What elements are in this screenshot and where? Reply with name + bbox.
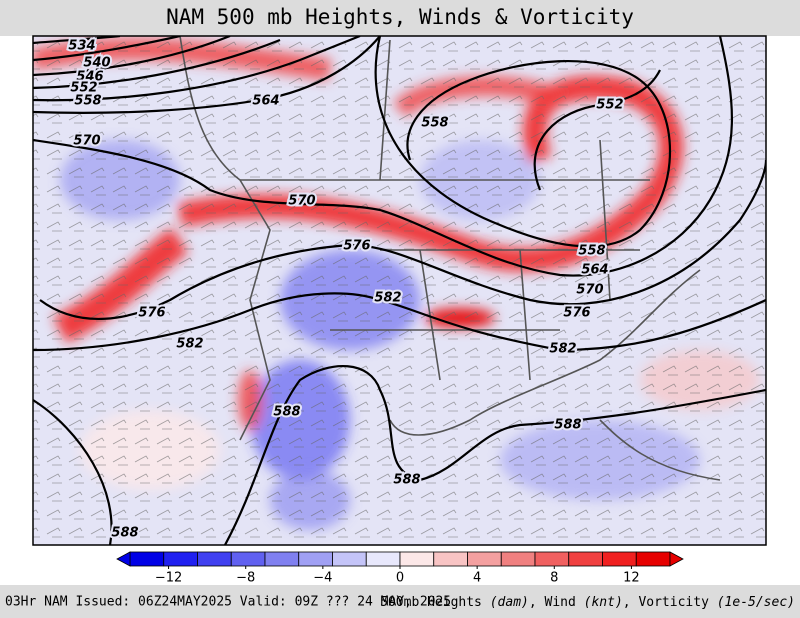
contour-label: 582 bbox=[549, 342, 576, 357]
contour-label: 588 bbox=[273, 405, 300, 420]
contour-label: 570 bbox=[576, 283, 603, 298]
title: NAM 500 mb Heights, Winds & Vorticity bbox=[166, 5, 634, 29]
colorbar-segment bbox=[365, 551, 401, 567]
colorbar-segment bbox=[467, 551, 502, 567]
colorbar-tick-label: −4 bbox=[313, 571, 332, 586]
colorbar-end bbox=[116, 551, 131, 567]
footer-bar bbox=[0, 585, 800, 618]
footer-right-part: , Vorticity bbox=[623, 595, 717, 610]
footer-right-part: 500mb Heights bbox=[380, 595, 490, 610]
colorbar-tick-label: −12 bbox=[155, 571, 182, 586]
contour-label: 588 bbox=[554, 418, 581, 433]
footer-right-part: (1e-5/sec) bbox=[717, 595, 795, 610]
borders bbox=[179, 36, 721, 481]
contour-label: 570 bbox=[288, 194, 315, 209]
colorbar-segment bbox=[635, 551, 671, 567]
footer-right: 500mb Heights (dam), Wind (knt), Vortici… bbox=[380, 595, 795, 610]
contour-label: 552 bbox=[596, 98, 623, 113]
contour-label: 558 bbox=[74, 94, 101, 109]
colorbar-tick-label: −8 bbox=[236, 571, 255, 586]
colorbar-segment bbox=[197, 551, 232, 567]
contour-label: 558 bbox=[421, 116, 448, 131]
contour-label: 576 bbox=[343, 239, 370, 254]
contour-label: 552 bbox=[70, 81, 97, 96]
height-contours bbox=[33, 36, 766, 545]
contour-label: 570 bbox=[73, 134, 100, 149]
contour-label: 582 bbox=[176, 337, 203, 352]
contour-label: 564 bbox=[252, 94, 279, 109]
contour-label: 534 bbox=[68, 39, 95, 54]
colorbar-segment bbox=[163, 551, 198, 567]
colorbar-segment bbox=[433, 551, 468, 567]
footer-right-part: , Wind bbox=[529, 595, 584, 610]
contour-label: 582 bbox=[374, 291, 401, 306]
contour-label: 576 bbox=[138, 306, 165, 321]
colorbar-segment bbox=[399, 551, 435, 567]
contour-label: 564 bbox=[581, 263, 608, 278]
colorbar-segment bbox=[230, 551, 266, 567]
colorbar-tick-label: 8 bbox=[550, 571, 558, 586]
contour-label: 576 bbox=[563, 306, 590, 321]
colorbar-tick-label: 0 bbox=[396, 571, 404, 586]
footer-right-part: (knt) bbox=[584, 595, 623, 610]
contour-label: 588 bbox=[393, 473, 420, 488]
colorbar-segment bbox=[534, 551, 570, 567]
colorbar-segment bbox=[298, 551, 333, 567]
contour-label: 588 bbox=[111, 526, 138, 541]
map-frame bbox=[32, 35, 767, 546]
colorbar-segment bbox=[129, 551, 165, 567]
contour-label: 558 bbox=[578, 244, 605, 259]
colorbar-tick-label: 12 bbox=[623, 571, 640, 586]
colorbar-segment bbox=[500, 551, 536, 567]
footer-left: 03Hr NAM Issued: 06Z24MAY2025 Valid: 09Z… bbox=[5, 595, 451, 610]
title-bar bbox=[0, 0, 800, 36]
colorbar-tick-label: 4 bbox=[473, 571, 481, 586]
colorbar-segment bbox=[602, 551, 637, 567]
colorbar-end bbox=[669, 551, 684, 567]
contour-label: 540 bbox=[83, 56, 110, 71]
colorbar: −12 −8 −4 0 4 8 12 bbox=[116, 551, 684, 586]
colorbar-segment bbox=[264, 551, 300, 567]
colorbar-segment bbox=[332, 551, 367, 567]
colorbar-segment bbox=[568, 551, 603, 567]
footer-right-part: (dam) bbox=[490, 595, 529, 610]
contour-label: 546 bbox=[76, 70, 103, 85]
